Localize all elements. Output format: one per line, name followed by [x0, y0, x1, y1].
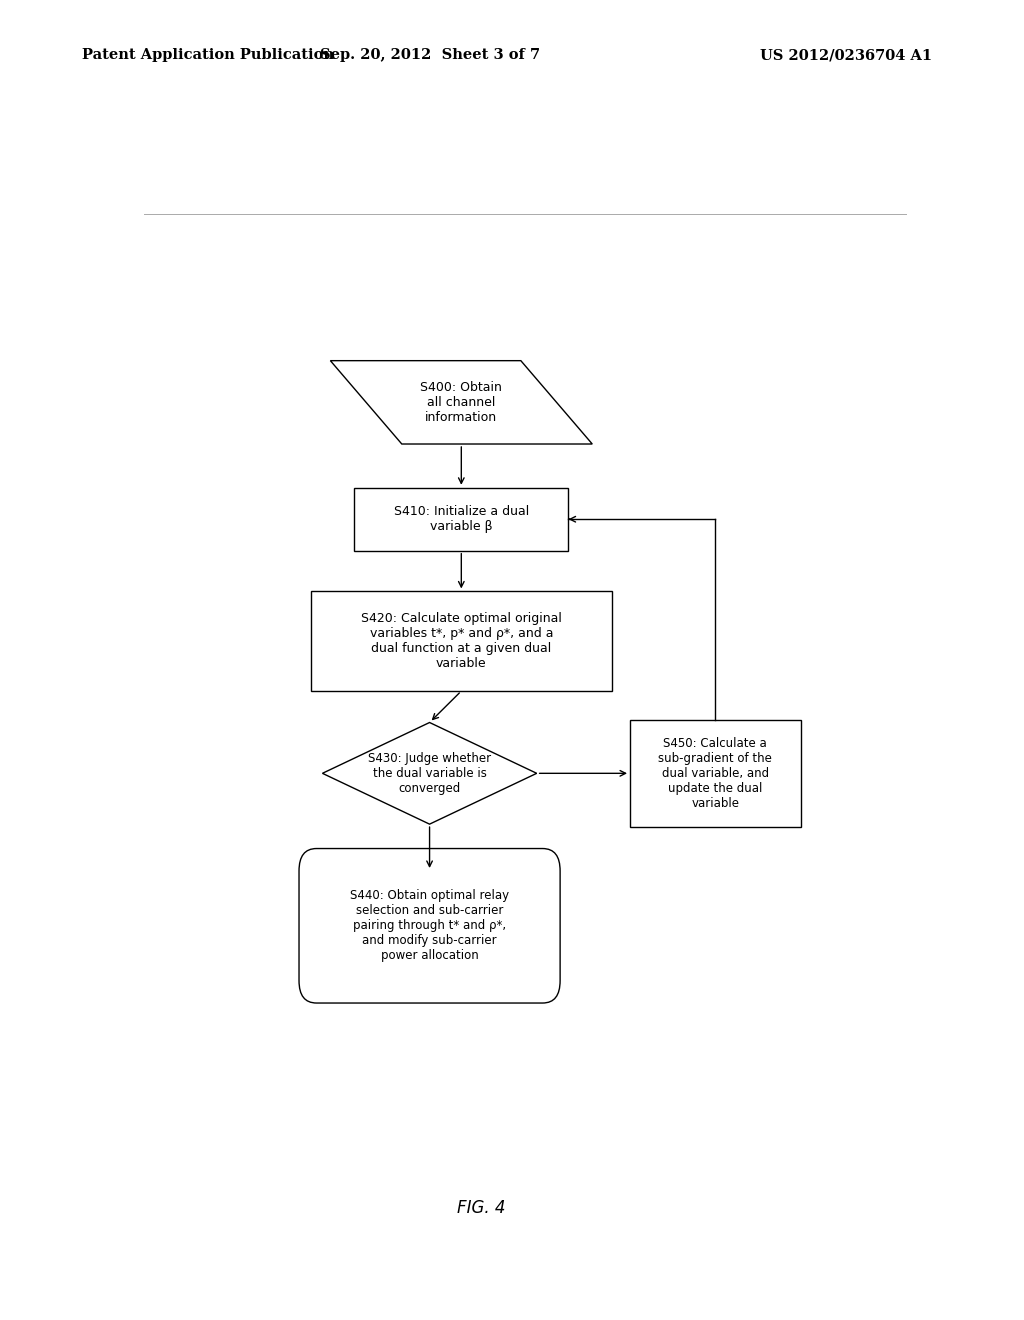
Bar	[630, 719, 801, 826]
Text: S450: Calculate a
sub-gradient of the
dual variable, and
update the dual
variabl: S450: Calculate a sub-gradient of the du…	[658, 737, 772, 810]
Text: FIG. 4: FIG. 4	[457, 1199, 506, 1217]
Text: S430: Judge whether
the dual variable is
converged: S430: Judge whether the dual variable is…	[368, 752, 492, 795]
Text: S400: Obtain
all channel
information: S400: Obtain all channel information	[421, 381, 502, 424]
Text: S410: Initialize a dual
variable β: S410: Initialize a dual variable β	[393, 506, 529, 533]
Bar	[310, 591, 612, 690]
Text: US 2012/0236704 A1: US 2012/0236704 A1	[760, 49, 932, 62]
Text: Patent Application Publication: Patent Application Publication	[82, 49, 334, 62]
Text: S440: Obtain optimal relay
selection and sub-carrier
pairing through t* and ρ*,
: S440: Obtain optimal relay selection and…	[350, 890, 509, 962]
Text: Sep. 20, 2012  Sheet 3 of 7: Sep. 20, 2012 Sheet 3 of 7	[321, 49, 540, 62]
Bar	[354, 487, 568, 550]
Polygon shape	[323, 722, 537, 824]
Polygon shape	[331, 360, 592, 444]
FancyBboxPatch shape	[299, 849, 560, 1003]
Text: S420: Calculate optimal original
variables t*, p* and ρ*, and a
dual function at: S420: Calculate optimal original variabl…	[360, 612, 562, 671]
